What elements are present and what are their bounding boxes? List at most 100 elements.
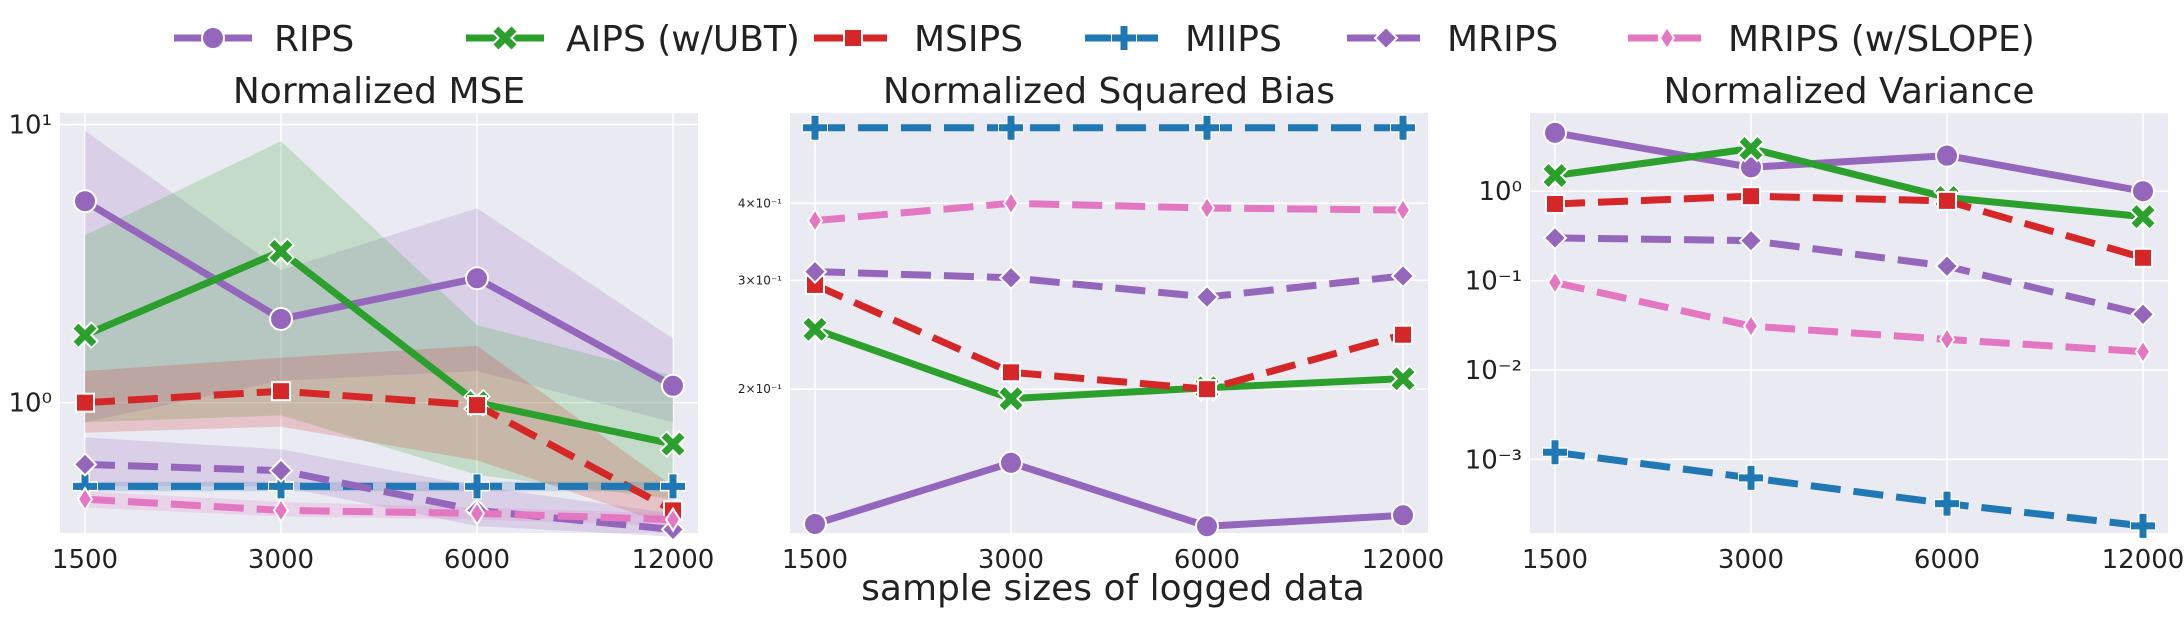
x-tick-label: 1500 xyxy=(782,545,848,575)
legend-label: MSIPS xyxy=(914,19,1023,60)
data-point xyxy=(1545,193,1565,214)
data-point xyxy=(1541,161,1569,190)
data-point xyxy=(271,381,291,402)
data-point xyxy=(801,315,829,344)
data-point xyxy=(71,321,99,349)
confidence-band-rips xyxy=(85,130,673,423)
data-point xyxy=(803,511,827,536)
x-tick-label: 3000 xyxy=(248,545,314,575)
data-point xyxy=(467,395,487,416)
data-point xyxy=(1002,190,1020,217)
series-mrips xyxy=(1542,225,2156,327)
series-rips xyxy=(1543,120,2155,204)
data-point xyxy=(1741,186,1761,207)
series-mrips-w-slope xyxy=(1546,269,2152,365)
data-point xyxy=(806,207,824,234)
data-point xyxy=(1197,379,1217,400)
chart-title: Normalized MSE xyxy=(233,71,525,112)
legend: RIPS AIPS (w/UBT) MSIPS MIIPS MRIPS MRIPS (w/… xyxy=(174,19,2035,60)
data-point xyxy=(1394,197,1412,223)
data-point xyxy=(1390,114,1416,141)
data-point xyxy=(1542,225,1568,251)
series-msips xyxy=(805,274,1413,400)
data-point xyxy=(468,500,486,527)
series-line xyxy=(1554,448,2144,530)
series-mrips-w-slope xyxy=(806,190,1412,234)
series-line xyxy=(1554,279,2144,356)
panel-normalized-variance: 1500 3000 6000 12000 10⁻³ 10⁻² 10⁻¹ 10⁰ Normaliz… xyxy=(1465,71,2184,575)
data-point xyxy=(802,259,828,285)
data-point xyxy=(802,114,828,141)
legend-marker xyxy=(1111,25,1137,51)
series-rips xyxy=(803,450,1415,539)
data-point xyxy=(1001,362,1021,383)
legend-item-rips: RIPS xyxy=(174,19,354,60)
x-tick-label: 6000 xyxy=(444,545,510,575)
legend-item-aips-w-ubt: AIPS (w/UBT) xyxy=(466,19,800,60)
legend-item-mrips: MRIPS xyxy=(1347,19,1558,60)
series-line xyxy=(84,387,675,514)
data-point xyxy=(1934,253,1960,279)
series-line xyxy=(813,281,1404,393)
data-point xyxy=(1737,134,1765,163)
x-axis-label: sample sizes of logged data xyxy=(861,568,1365,609)
data-point xyxy=(1389,364,1417,393)
y-tick-label: 10¹ xyxy=(8,111,52,141)
panel-normalized-mse: 1500 3000 6000 12000 10⁰ 10¹ Normalized MSE xyxy=(8,71,714,575)
series-line xyxy=(1554,234,2144,318)
data-point xyxy=(72,451,98,477)
data-point xyxy=(1543,120,1567,145)
data-point xyxy=(268,458,294,483)
data-point xyxy=(997,384,1025,413)
chart-title: Normalized Variance xyxy=(1663,71,2034,112)
y-tick-label: 3×10⁻¹ xyxy=(738,273,782,287)
series-miips xyxy=(802,114,1416,141)
series-line xyxy=(1554,192,2144,262)
chart-title: Normalized Squared Bias xyxy=(883,71,1335,112)
data-point xyxy=(1391,503,1415,528)
data-point xyxy=(1738,228,1764,254)
x-tick-label: 12000 xyxy=(632,545,715,575)
data-point xyxy=(2134,338,2152,365)
data-point xyxy=(999,450,1023,475)
series-line xyxy=(814,199,1404,225)
series-line xyxy=(813,326,1404,403)
series-line xyxy=(1554,129,2144,195)
data-point xyxy=(73,189,97,214)
legend-item-msips: MSIPS xyxy=(814,19,1023,60)
data-point xyxy=(1934,490,1960,517)
plot-area xyxy=(790,113,1428,533)
series-rips xyxy=(73,189,685,398)
x-tick-label: 12000 xyxy=(1362,545,1445,575)
data-point xyxy=(75,392,95,413)
x-tick-label: 1500 xyxy=(1522,545,1588,575)
y-tick-label: 10⁰ xyxy=(1478,177,1522,207)
legend-marker xyxy=(843,28,863,48)
data-point xyxy=(1198,195,1216,221)
chart-panels: 1500 3000 6000 12000 10⁰ 10¹ Normalized MSE 150… xyxy=(8,71,2184,575)
y-tick-label: 2×10⁻¹ xyxy=(738,382,782,396)
y-tick-label: 10⁰ xyxy=(8,389,52,419)
legend-marker xyxy=(1658,25,1676,51)
panel-normalized-squared-bias: 1500 3000 6000 12000 2×10⁻¹ 3×10⁻¹ 4×10⁻¹ Norma… xyxy=(738,71,1444,575)
data-point xyxy=(1938,326,1956,353)
series-mrips-w-slope xyxy=(76,486,682,533)
data-point xyxy=(2130,512,2156,539)
data-point xyxy=(272,497,290,524)
data-point xyxy=(661,373,685,398)
series-line xyxy=(814,268,1404,301)
plot-area xyxy=(1530,113,2168,533)
series-line xyxy=(813,459,1404,530)
legend-label: MRIPS (w/SLOPE) xyxy=(1728,19,2035,60)
data-point xyxy=(1935,143,1959,168)
legend-label: MIIPS xyxy=(1185,19,1282,60)
data-point xyxy=(1390,263,1416,289)
data-point xyxy=(267,237,295,266)
data-point xyxy=(269,306,293,331)
x-tick-label: 6000 xyxy=(1914,545,1980,575)
data-point xyxy=(1393,324,1413,345)
data-point xyxy=(660,473,686,500)
data-point xyxy=(1937,190,1957,211)
data-point xyxy=(998,265,1024,291)
